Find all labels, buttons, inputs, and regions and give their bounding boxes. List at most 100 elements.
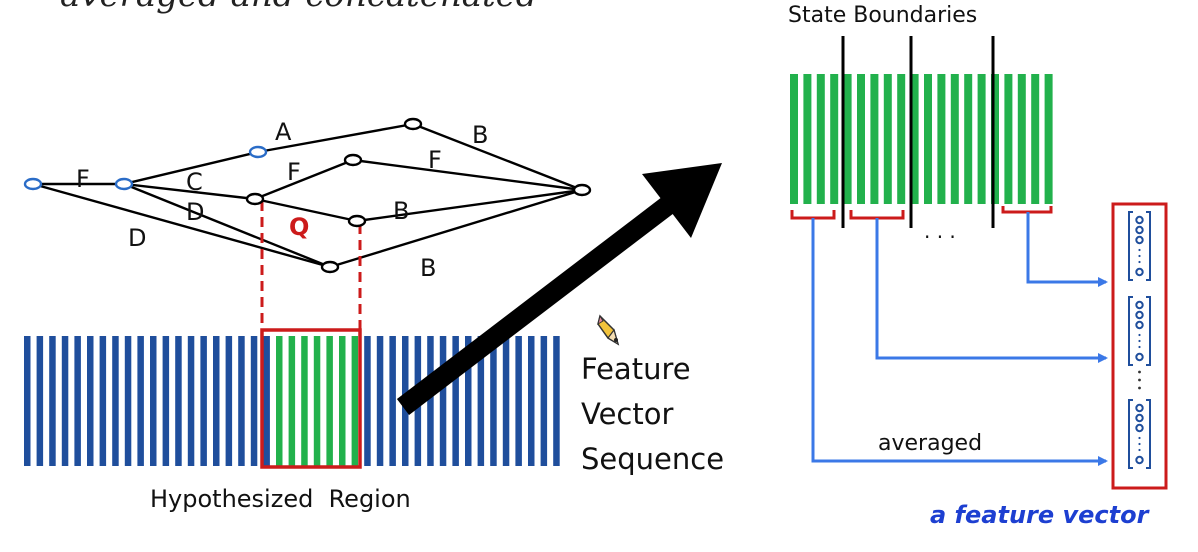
vector-element	[1135, 403, 1144, 413]
state-frame-bar	[870, 74, 879, 204]
state-frame-bar	[950, 74, 959, 204]
edge-label-d-inner: D	[186, 198, 204, 226]
frame-bar	[427, 336, 434, 466]
frame-bar	[162, 336, 170, 466]
region-frame-bar	[326, 336, 333, 466]
lattice-node	[245, 192, 265, 206]
frame-bar	[36, 336, 44, 466]
hypothesized-region-box	[260, 328, 362, 469]
bracket-right	[1146, 296, 1151, 366]
vector-dot	[1138, 345, 1141, 349]
vector-element	[1135, 300, 1144, 310]
state-frame-bar	[1017, 74, 1026, 204]
region-frame-bar	[313, 336, 321, 466]
lattice-node-start	[23, 177, 43, 191]
frame-bar	[187, 336, 195, 466]
hypothesis-label-q: Q	[289, 213, 309, 241]
state-frame-bar	[883, 74, 892, 204]
state-bracket-3	[1001, 206, 1053, 214]
lattice-edge	[123, 150, 259, 186]
lattice-node	[403, 117, 423, 131]
lattice-edge	[352, 158, 583, 192]
state-boundaries-title: State Boundaries	[788, 3, 977, 28]
edge-label-f-right: F	[428, 146, 442, 174]
lattice-nodes	[23, 117, 592, 274]
state-frame-bar	[816, 74, 825, 204]
vector-dot	[1138, 260, 1141, 264]
frame-bar	[250, 336, 258, 466]
state-frame-bar	[1004, 74, 1013, 204]
state-frame-bar	[937, 74, 946, 204]
frame-bar	[528, 336, 535, 466]
frame-bar	[137, 336, 144, 466]
vector-dot	[1138, 442, 1141, 446]
frame-bar	[364, 336, 371, 466]
state-frame-bar	[897, 74, 906, 204]
lattice-edge	[257, 122, 414, 154]
frame-bar	[213, 336, 220, 466]
vector-element	[1135, 215, 1144, 225]
vector-element	[1135, 423, 1144, 433]
region-frame-bar	[301, 336, 308, 466]
q-projection	[260, 201, 362, 330]
frame-bar	[376, 336, 384, 466]
sequence-caption-line-2: Vector	[581, 397, 673, 431]
vector-element	[1135, 352, 1144, 362]
state-frames	[790, 74, 1053, 204]
edge-label-f-mid: F	[287, 158, 301, 186]
region-frame-bar	[351, 336, 359, 466]
lattice-node	[320, 260, 340, 274]
vector-dot	[1138, 248, 1141, 252]
vector-element	[1135, 455, 1144, 465]
lattice-node	[343, 153, 363, 167]
frame-bar	[61, 336, 69, 466]
state-frame-bar	[977, 74, 986, 204]
lattice-edge	[412, 122, 583, 192]
vector-segment	[1128, 211, 1151, 281]
lattice-edge	[356, 188, 583, 223]
bracket-left	[1128, 211, 1133, 281]
state-frame-bar	[803, 74, 812, 204]
state-frame-bar	[991, 74, 999, 204]
state-frame-bar	[924, 74, 932, 204]
lattice-edge	[254, 158, 354, 201]
state-boundary-lines	[841, 36, 995, 228]
frame-bar	[540, 336, 548, 466]
state-frame-bar	[1031, 74, 1040, 204]
bracket-right	[1146, 211, 1151, 281]
sequence-caption: Feature Vector Sequence	[581, 352, 724, 476]
region-frame-bar	[276, 336, 283, 466]
state-frame-bar	[830, 74, 839, 204]
sequence-caption-line-1: Feature	[581, 352, 691, 386]
state-frame-bar	[964, 74, 973, 204]
state-frame-bar	[1044, 74, 1053, 204]
averaging-arrows	[811, 212, 1108, 466]
vector-dot	[1138, 448, 1141, 452]
frame-bar	[225, 336, 233, 466]
frame-bar	[150, 336, 157, 466]
vector-element	[1135, 235, 1144, 245]
state-ellipsis: . . .	[924, 219, 956, 243]
region-frame-bar	[339, 336, 346, 466]
frame-bar	[490, 336, 497, 466]
vector-element	[1135, 413, 1144, 423]
bracket-left	[1128, 399, 1133, 469]
state-bracket-1	[790, 210, 836, 220]
state-frame-bar	[790, 74, 798, 204]
state-frame-bar	[843, 74, 852, 204]
state-frame-bar	[857, 74, 865, 204]
averaging-arrow-state-2	[875, 218, 1108, 363]
averaged-label: averaged	[878, 431, 982, 456]
lattice-labels: A B F C F F D D B B	[76, 118, 488, 282]
frame-bar	[175, 336, 182, 466]
edge-label-c: C	[186, 168, 203, 196]
edge-label-b-top: B	[472, 121, 488, 149]
vector-dot	[1138, 333, 1141, 337]
state-bracket-2	[849, 210, 905, 220]
slide-title-fragment: averaged and concatenated	[60, 0, 538, 15]
lattice-edge	[123, 182, 331, 269]
frame-bar	[553, 336, 560, 466]
frame-bar	[515, 336, 522, 466]
hypothesized-region-label: Hypothesized Region	[150, 485, 411, 513]
